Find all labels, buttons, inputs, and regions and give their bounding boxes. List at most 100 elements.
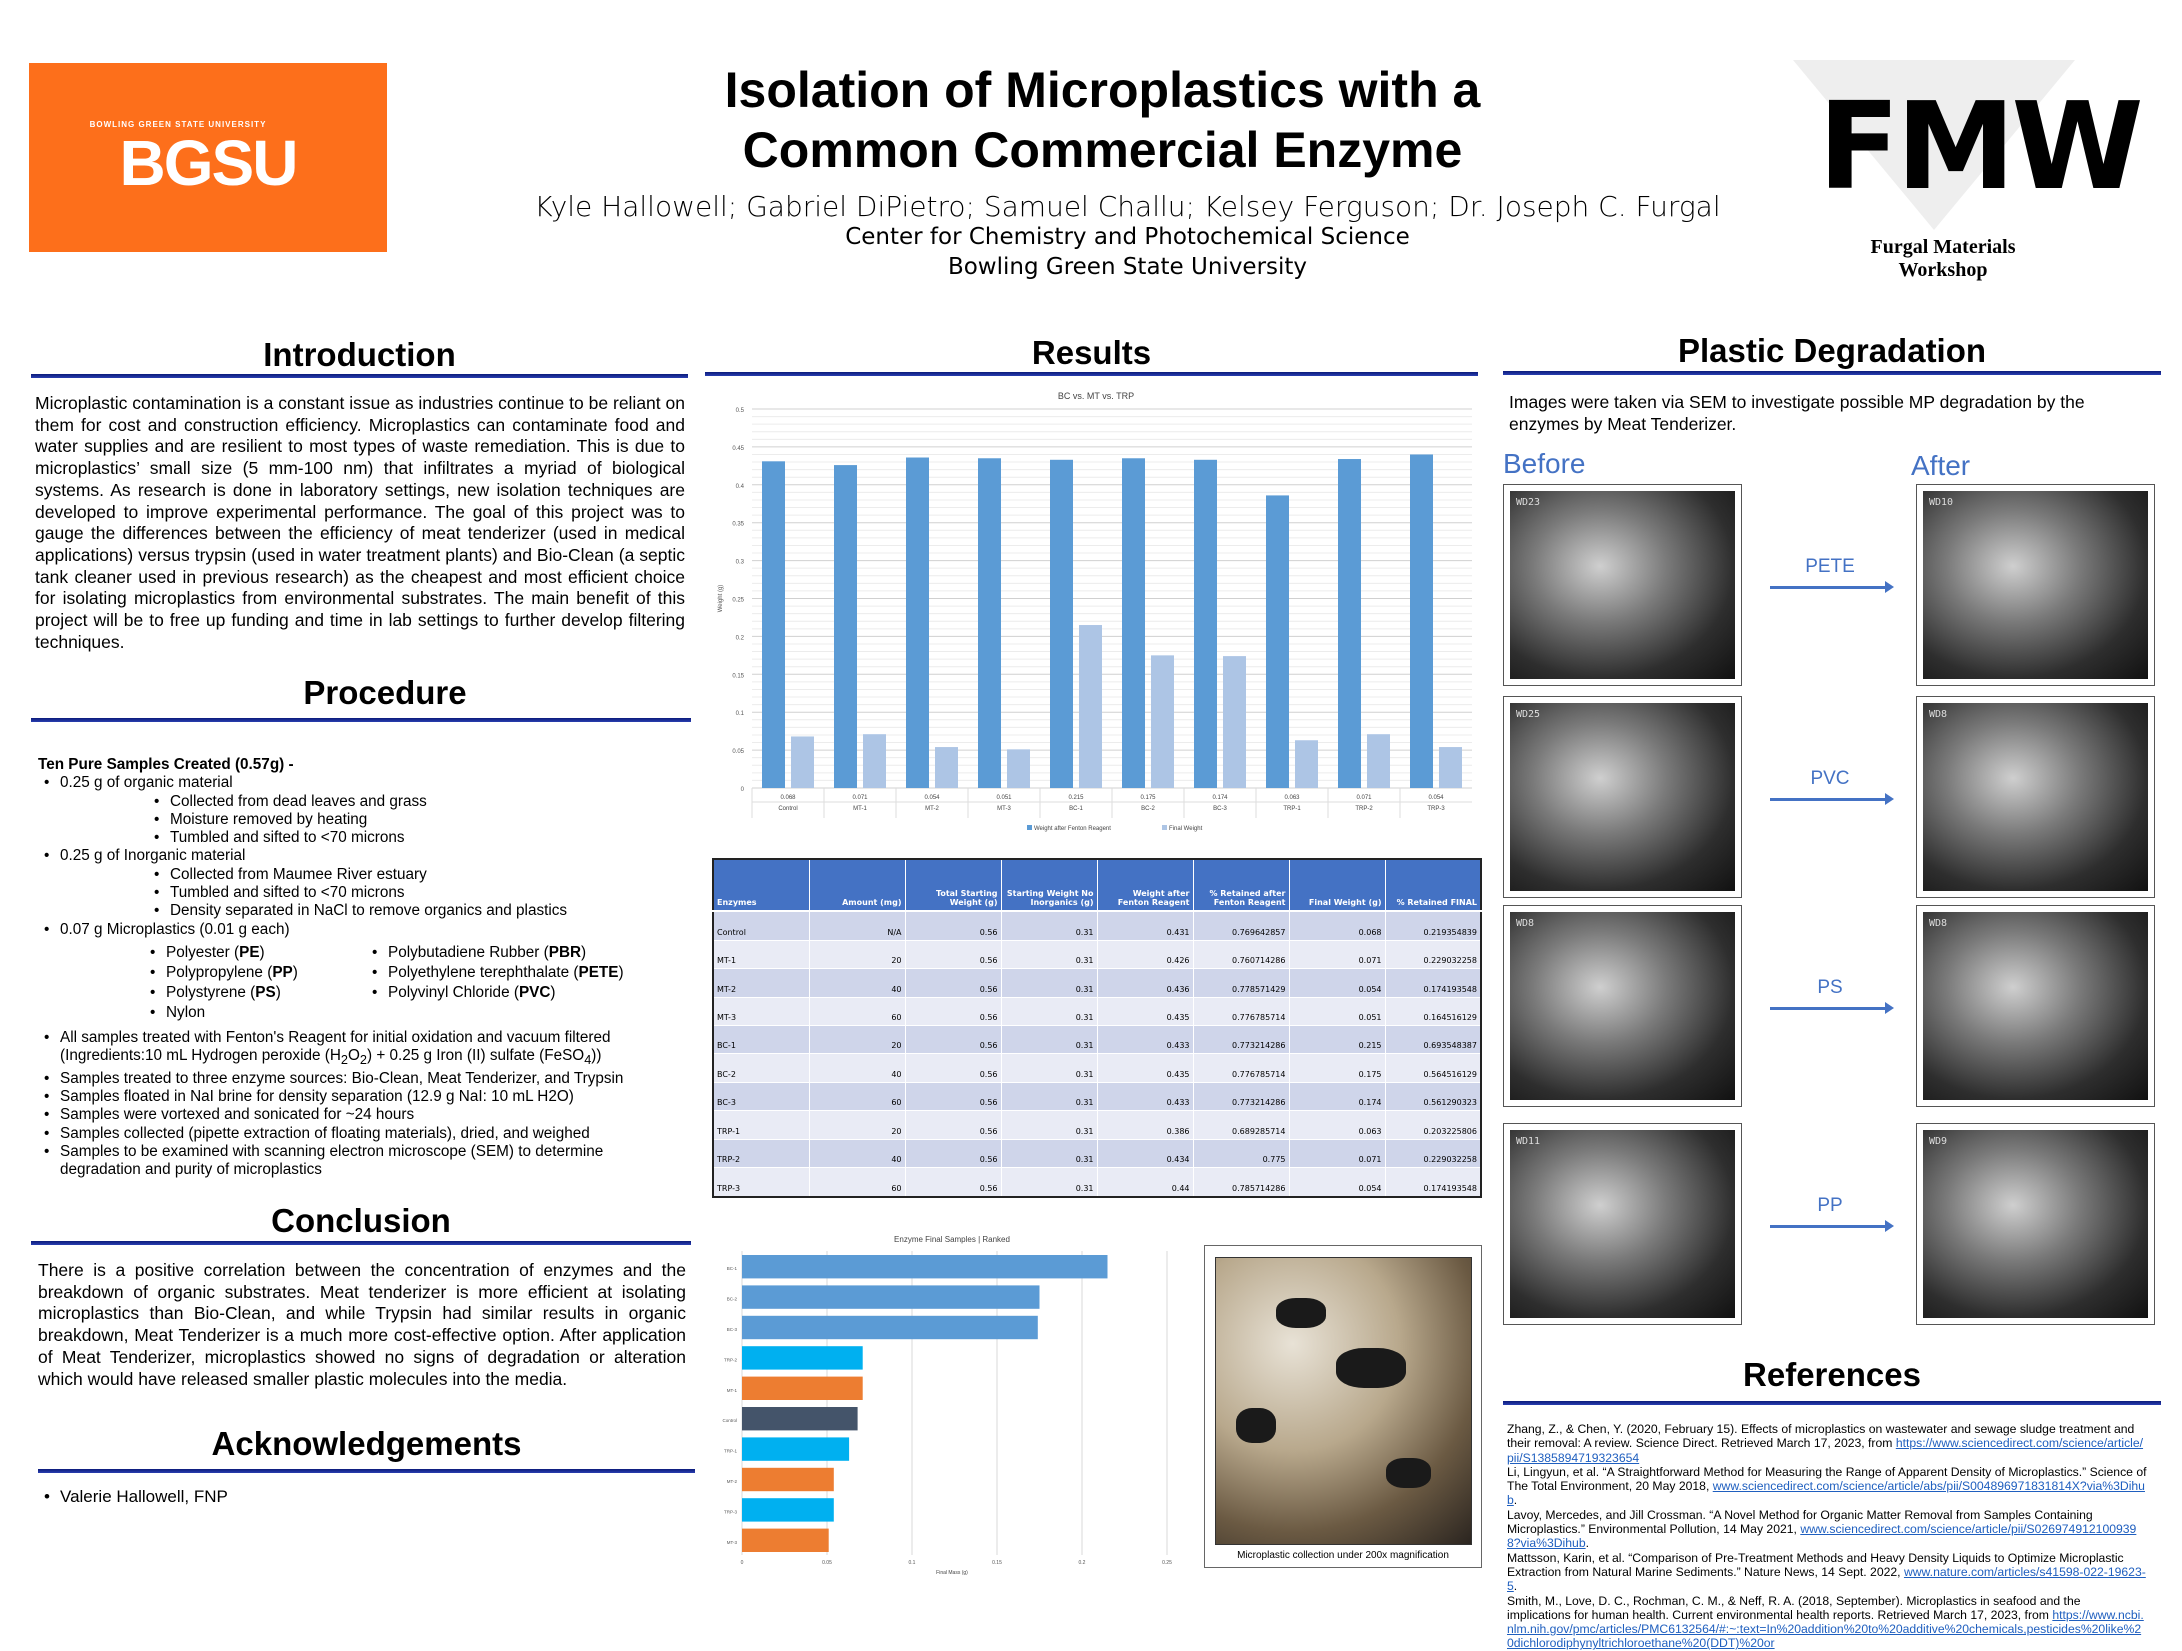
table-column-header: Final Weight (g) <box>1289 859 1386 912</box>
table-cell: 0.063 <box>1289 1110 1386 1140</box>
list-item: Tumbled and sifted to <70 microns <box>148 884 688 903</box>
y-axis-label: Weight (g) <box>718 585 724 613</box>
table-cell: 0.56 <box>905 997 1002 1027</box>
procedure-step: Samples to be examined with scanning ele… <box>38 1143 688 1180</box>
table-cell: 0.386 <box>1097 1110 1194 1140</box>
degradation-text: Images were taken via SEM to investigate… <box>1509 392 2085 434</box>
sem-label: WD10 <box>1929 497 1954 508</box>
fmw-logo-subtitle: Furgal Materials Workshop <box>1870 236 2016 281</box>
photo-caption: Microplastic collection under 200x magni… <box>1237 1550 1449 1561</box>
sem-micrograph: WD9 <box>1923 1130 2148 1318</box>
table-cell: 0.31 <box>1001 1139 1098 1169</box>
table-cell: 0.693548387 <box>1385 1025 1482 1055</box>
sem-after-image: WD10 <box>1916 484 2155 686</box>
plastic-name: Polyvinyl Chloride <box>388 983 514 1001</box>
before-label: Before <box>1503 448 1586 479</box>
ranked-bar <box>742 1285 1040 1309</box>
data-table-label: 0.071 <box>1356 795 1372 801</box>
sem-before-image: WD25 <box>1503 696 1742 898</box>
microplastic-photo <box>1215 1257 1472 1545</box>
plastic-abbr-text: PS <box>255 983 276 1001</box>
table-cell: 60 <box>809 1082 906 1112</box>
x-tick-label: MT-3 <box>997 806 1011 812</box>
table-cell: 0.435 <box>1097 997 1194 1027</box>
table-cell: 0.431 <box>1097 911 1194 941</box>
table-cell: TRP-3 <box>713 1167 810 1198</box>
table-cell: 0.56 <box>905 968 1002 998</box>
y-tick-label: TRP-2 <box>724 1357 737 1362</box>
plastic-name: Polyester <box>166 943 235 961</box>
reference-tail: . <box>1513 1493 1518 1508</box>
degradation-heading: Plastic Degradation <box>1677 332 1987 369</box>
acknowledgements-heading: Acknowledgements <box>211 1425 522 1462</box>
y-tick-label: 0.4 <box>736 484 745 490</box>
x-tick-label: 0.05 <box>822 1560 832 1566</box>
reference-link[interactable]: www.sciencedirect.com/science/article/ab… <box>1507 1479 2145 1508</box>
reference-link[interactable]: www.sciencedirect.com/science/article/pi… <box>1507 1522 2137 1551</box>
y-tick-label: 0.2 <box>736 635 745 641</box>
plastic-name: Nylon <box>166 1003 206 1021</box>
data-table-label: 0.071 <box>852 795 868 801</box>
table-cell: 0.564516129 <box>1385 1053 1482 1083</box>
table-cell: 20 <box>809 1110 906 1140</box>
table-cell: 0.435 <box>1097 1053 1194 1083</box>
bar-final-weight <box>1151 655 1174 788</box>
y-tick-label: 0.5 <box>736 408 745 414</box>
reference-link[interactable]: https://www.sciencedirect.com/science/ar… <box>1507 1436 2144 1465</box>
table-cell: 60 <box>809 1167 906 1198</box>
subscript: 2 <box>359 1052 367 1068</box>
table-cell: 0.56 <box>905 940 1002 970</box>
y-tick-label: 0.05 <box>732 749 744 755</box>
sem-label: WD25 <box>1516 709 1541 720</box>
legend-label: Final Weight <box>1169 826 1203 832</box>
table-column-header: % Retained FINAL <box>1385 859 1482 912</box>
table-body: Control N/A 0.56 0.31 0.431 0.769642857 0.068 0… <box>713 911 1482 1198</box>
sem-after-image: WD8 <box>1916 905 2155 1107</box>
table-cell: MT-1 <box>713 940 810 970</box>
table-cell: 0.215 <box>1289 1025 1386 1055</box>
reference-item: Mattsson, Karin, et al. “Comparison of P… <box>1507 1551 2147 1594</box>
plastic-abbr: PP <box>267 964 298 981</box>
arrow-right-icon <box>1770 1220 1894 1232</box>
reference-text: Lavoy, Mercedes, and Jill Crossman. “A N… <box>1507 1507 2093 1537</box>
bar-after-fenton <box>1266 495 1289 788</box>
table-cell: 20 <box>809 1025 906 1055</box>
procedure-inorganic: 0.25 g of Inorganic material Collected f… <box>38 847 688 920</box>
introduction-text: Microplastic contamination is a constant… <box>35 393 685 652</box>
reference-text: Smith, M., Love, D. C., Rochman, C. M., … <box>1507 1593 2081 1622</box>
arrow-right-icon <box>1770 581 1894 593</box>
plastic-name: Polybutadiene Rubber <box>388 943 544 961</box>
fenton-line: All samples treated with Fenton's Reagen… <box>60 1028 611 1046</box>
legend-swatch <box>1027 825 1032 830</box>
sem-label: WD23 <box>1516 497 1541 508</box>
table-cell: 0.434 <box>1097 1139 1194 1169</box>
bar-after-fenton <box>1410 454 1433 788</box>
bar-final-weight <box>1439 747 1462 788</box>
bgsu-logo: BOWLING GREEN STATE UNIVERSITY BGSU <box>29 63 387 252</box>
x-tick-label: TRP-3 <box>1427 806 1445 812</box>
table-cell: 0.229032258 <box>1385 1139 1482 1169</box>
plastic-abbr-text: PP <box>272 963 293 981</box>
photo-particle <box>1336 1348 1406 1388</box>
reference-link[interactable]: www.nature.com/articles/s41598-022-19623… <box>1507 1564 2146 1594</box>
introduction-heading: Introduction <box>263 336 456 373</box>
reference-text: Mattsson, Karin, et al. “Comparison of P… <box>1507 1550 2124 1579</box>
x-tick-label: 0.2 <box>1079 1560 1086 1566</box>
table-cell: Control <box>713 911 810 941</box>
table-cell: 0.426 <box>1097 940 1194 970</box>
bar-after-fenton <box>1194 459 1217 788</box>
bgsu-logo-text: BGSU <box>119 127 299 199</box>
ranked-bar <box>742 1437 850 1461</box>
table-cell: 20 <box>809 940 906 970</box>
sem-micrograph: WD8 <box>1923 703 2148 891</box>
table-cell: 0.689285714 <box>1193 1110 1290 1140</box>
chart-title: Enzyme Final Samples | Ranked <box>894 1235 1010 1244</box>
table-column-header: Amount (mg) <box>809 859 906 912</box>
bar-after-fenton <box>1338 459 1361 788</box>
table-cell: 0.051 <box>1289 997 1386 1027</box>
plastic-abbr: PETE <box>573 964 623 981</box>
plastic-item: Polystyrene PS <box>144 983 366 1003</box>
acknowledgements-rule <box>38 1469 695 1473</box>
plastic-abbr: PE <box>234 944 265 961</box>
table-cell: 0.31 <box>1001 911 1098 941</box>
